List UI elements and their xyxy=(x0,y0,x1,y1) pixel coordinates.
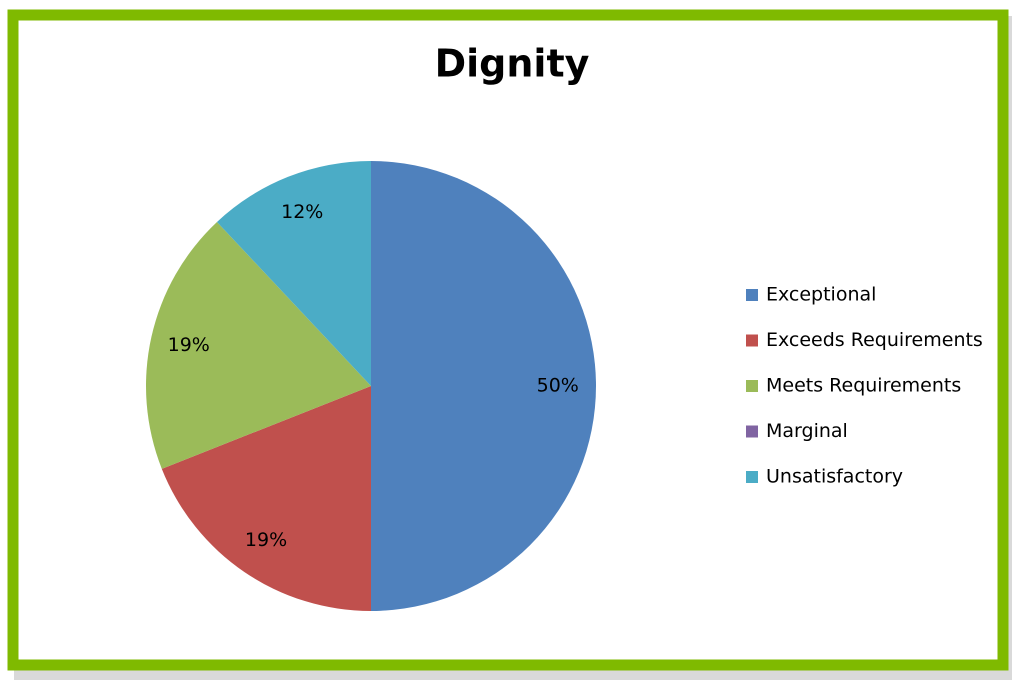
legend-label: Meets Requirements xyxy=(766,375,961,397)
legend-swatch xyxy=(746,380,758,392)
legend-swatch xyxy=(746,471,758,483)
data-label: 12% xyxy=(281,201,323,223)
data-label: 19% xyxy=(245,529,287,551)
legend-swatch xyxy=(746,289,758,301)
pie-slice xyxy=(216,161,371,386)
legend-label: Exceeds Requirements xyxy=(766,329,983,351)
legend-label: Marginal xyxy=(766,420,848,442)
pie-slice xyxy=(161,386,371,611)
chart-title: Dignity xyxy=(435,42,590,86)
pie-slice xyxy=(371,161,596,611)
legend-swatch xyxy=(746,425,758,438)
legend-label: Unsatisfactory xyxy=(766,466,903,488)
data-label: 50% xyxy=(537,375,579,397)
data-label: 19% xyxy=(168,334,210,356)
pie-slice xyxy=(146,221,371,469)
legend-label: Exceptional xyxy=(766,284,876,306)
legend-swatch xyxy=(746,334,758,347)
